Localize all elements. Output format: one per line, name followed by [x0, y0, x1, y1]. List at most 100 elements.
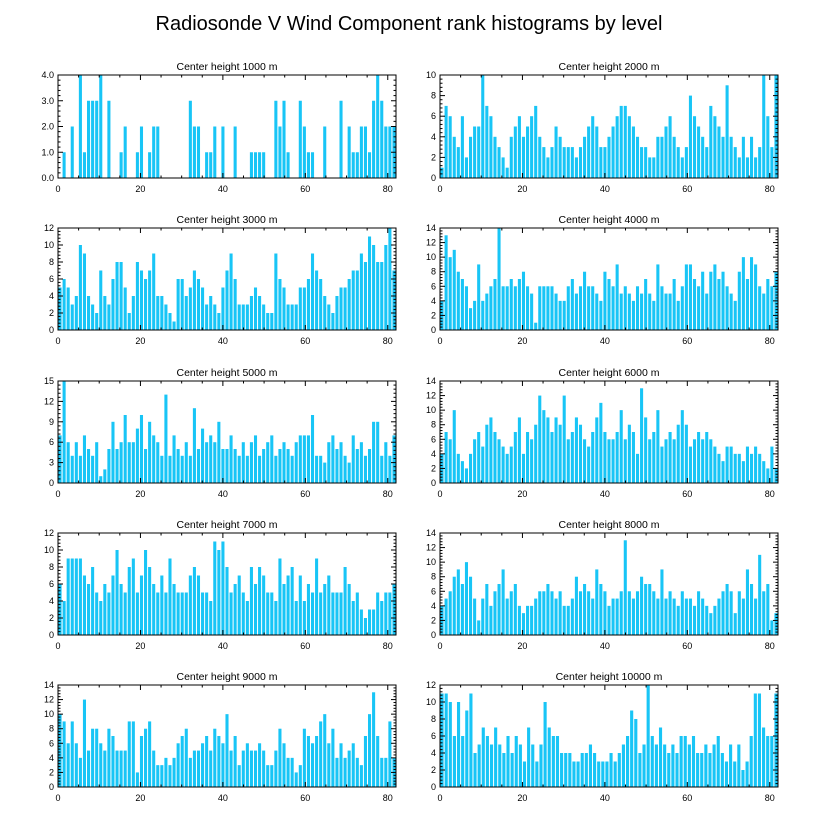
histogram-bar — [509, 446, 513, 483]
histogram-bar — [660, 286, 664, 330]
x-tick-label: 0 — [437, 184, 442, 194]
histogram-bar — [139, 270, 144, 330]
histogram-bar — [249, 152, 253, 178]
x-tick-label: 40 — [218, 489, 228, 499]
histogram-bar — [717, 453, 721, 483]
histogram-bar — [152, 750, 156, 787]
histogram-bar — [680, 591, 684, 635]
histogram-bar — [510, 753, 514, 787]
x-tick-label: 20 — [135, 641, 145, 651]
histogram-bar — [583, 584, 587, 635]
histogram-bar — [635, 286, 640, 330]
histogram-bar — [99, 75, 103, 178]
histogram-bar — [558, 424, 562, 483]
histogram-bar — [656, 598, 660, 635]
histogram-bar — [720, 753, 724, 787]
histogram-bar — [688, 264, 692, 330]
histogram-bar — [680, 157, 684, 178]
histogram-bar — [625, 736, 630, 787]
histogram-bar — [481, 598, 485, 635]
histogram-bar — [152, 126, 156, 178]
histogram-bar — [753, 693, 757, 787]
histogram-bar — [249, 296, 253, 330]
histogram-bar — [367, 714, 372, 787]
histogram-bar — [241, 442, 245, 483]
histogram-bar — [526, 605, 530, 635]
histogram-bar — [70, 455, 74, 483]
histogram-bar — [372, 245, 376, 330]
histogram-bar — [196, 126, 201, 178]
histogram-bar — [692, 439, 697, 483]
histogram-bar — [513, 584, 517, 635]
histogram-bar — [517, 116, 521, 178]
histogram-bar — [152, 435, 156, 483]
histogram-bar — [701, 136, 705, 178]
y-tick-label: 0 — [49, 630, 54, 640]
panel-title: Center height 5000 m — [177, 367, 278, 379]
y-tick-label: 10 — [426, 697, 436, 707]
histogram-bar — [452, 249, 456, 330]
histogram-bar — [343, 455, 347, 483]
histogram-bar — [603, 432, 607, 483]
histogram-bar — [679, 736, 683, 787]
panel-title: Center height 1000 m — [177, 61, 278, 73]
histogram-bar — [749, 257, 754, 330]
y-tick-label: 15 — [44, 376, 54, 386]
histogram-bar — [258, 455, 262, 483]
histogram-bar — [725, 584, 729, 635]
histogram-bar — [574, 293, 578, 330]
histogram-bar — [485, 293, 489, 330]
histogram-bar — [481, 446, 485, 483]
histogram-bar — [538, 286, 542, 330]
y-tick-label: 3 — [49, 458, 54, 468]
histogram-bar — [74, 296, 78, 330]
histogram-bar — [241, 304, 245, 330]
histogram-bar — [119, 152, 123, 178]
histogram-bar — [733, 613, 737, 635]
histogram-bar — [323, 714, 327, 787]
histogram-bar — [534, 105, 538, 178]
histogram-bar — [201, 428, 205, 483]
histogram-bar — [762, 461, 766, 483]
y-tick-label: 12 — [426, 391, 436, 401]
histogram-bar — [184, 296, 188, 330]
histogram-bar — [460, 279, 464, 330]
histogram-bar — [497, 584, 501, 635]
histogram-bar — [473, 439, 477, 483]
histogram-bar — [762, 75, 766, 178]
x-tick-label: 60 — [682, 489, 692, 499]
histogram-bar — [595, 417, 599, 483]
histogram-bar — [274, 601, 278, 635]
y-tick-label: 4 — [431, 132, 436, 142]
histogram-bar — [192, 750, 196, 787]
histogram-bar — [380, 100, 384, 178]
histogram-bar — [623, 439, 627, 483]
histogram-bar — [74, 442, 78, 483]
histogram-bar — [139, 415, 144, 483]
histogram-bar — [558, 300, 562, 330]
histogram-bar — [619, 105, 623, 178]
histogram-bar — [290, 304, 294, 330]
histogram-bar — [770, 620, 774, 635]
histogram-bar — [262, 575, 266, 635]
y-tick-label: 6 — [431, 111, 436, 121]
histogram-bar — [351, 270, 355, 330]
histogram-bar — [282, 584, 286, 635]
histogram-bar — [634, 719, 638, 787]
y-tick-label: 4 — [431, 601, 436, 611]
histogram-bar — [335, 757, 339, 787]
histogram-bar — [192, 567, 196, 635]
histogram-bar — [298, 100, 302, 178]
y-tick-label: 6 — [431, 434, 436, 444]
x-tick-label: 80 — [383, 336, 393, 346]
histogram-bar — [209, 152, 213, 178]
histogram-bar — [461, 736, 465, 787]
histogram-bar — [176, 449, 180, 483]
histogram-bar — [282, 442, 286, 483]
histogram-bar — [631, 432, 635, 483]
histogram-panel-2: Center height 2000 m 0 2 4 6 8 10 0 20 40 60 80 — [426, 61, 779, 194]
histogram-bar — [489, 116, 493, 178]
histogram-bar — [192, 126, 196, 178]
histogram-bar — [351, 152, 355, 178]
histogram-bar — [335, 296, 339, 330]
